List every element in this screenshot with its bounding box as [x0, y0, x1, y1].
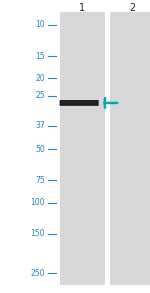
- Text: 2: 2: [129, 3, 135, 13]
- Text: 15: 15: [35, 52, 45, 61]
- Text: 250: 250: [30, 269, 45, 278]
- Text: 75: 75: [35, 176, 45, 185]
- Text: 150: 150: [30, 229, 45, 239]
- Bar: [110, 12, 150, 285]
- Text: 1: 1: [80, 3, 85, 13]
- Text: 50: 50: [35, 144, 45, 154]
- Text: 100: 100: [30, 198, 45, 207]
- Text: 10: 10: [35, 20, 45, 29]
- Text: 20: 20: [35, 74, 45, 83]
- Text: 37: 37: [35, 121, 45, 130]
- Text: 25: 25: [35, 91, 45, 100]
- FancyBboxPatch shape: [60, 100, 99, 106]
- Bar: [60, 12, 105, 285]
